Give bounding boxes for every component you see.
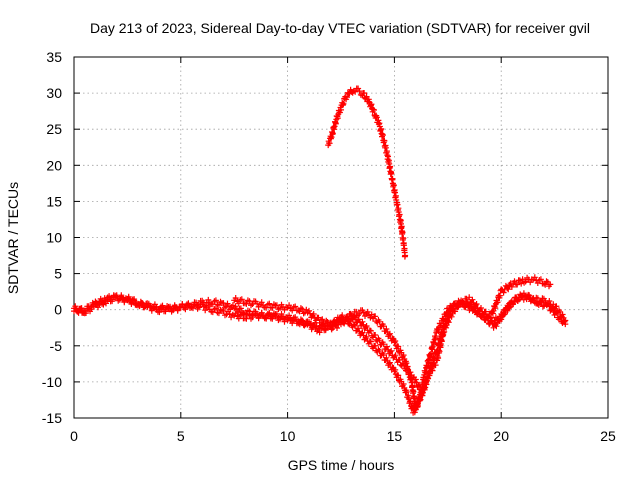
y-axis-label: SDTVAR / TECUs [5,182,21,294]
x-tick-label: 20 [493,428,509,444]
data-series [71,85,569,416]
y-tick-label: 10 [46,230,62,246]
y-tick-label: 30 [46,85,62,101]
y-tick-label: -10 [42,374,62,390]
y-tick-label: 0 [54,302,62,318]
y-tick-labels: -15 -10 -5 0 5 10 15 20 25 30 35 [42,49,62,426]
y-tick-label: -15 [42,410,62,426]
x-tick-label: 5 [177,428,185,444]
y-tick-label: 25 [46,121,62,137]
y-tick-label: 5 [54,266,62,282]
y-tick-label: 20 [46,157,62,173]
x-tick-label: 25 [600,428,616,444]
x-tick-label: 0 [70,428,78,444]
x-tick-label: 15 [387,428,403,444]
y-tick-label: 35 [46,49,62,65]
data-point-markers [325,85,409,260]
grid [74,57,608,418]
data-point-markers [71,291,569,416]
y-tick-label: -5 [50,338,63,354]
series-track-c [71,291,569,416]
chart-title: Day 213 of 2023, Sidereal Day-to-day VTE… [90,20,590,36]
x-tick-labels: 0 5 10 15 20 25 [70,428,616,444]
series-track-d [325,85,409,260]
y-tick-label: 15 [46,193,62,209]
x-axis-label: GPS time / hours [288,457,395,473]
x-tick-label: 10 [280,428,296,444]
